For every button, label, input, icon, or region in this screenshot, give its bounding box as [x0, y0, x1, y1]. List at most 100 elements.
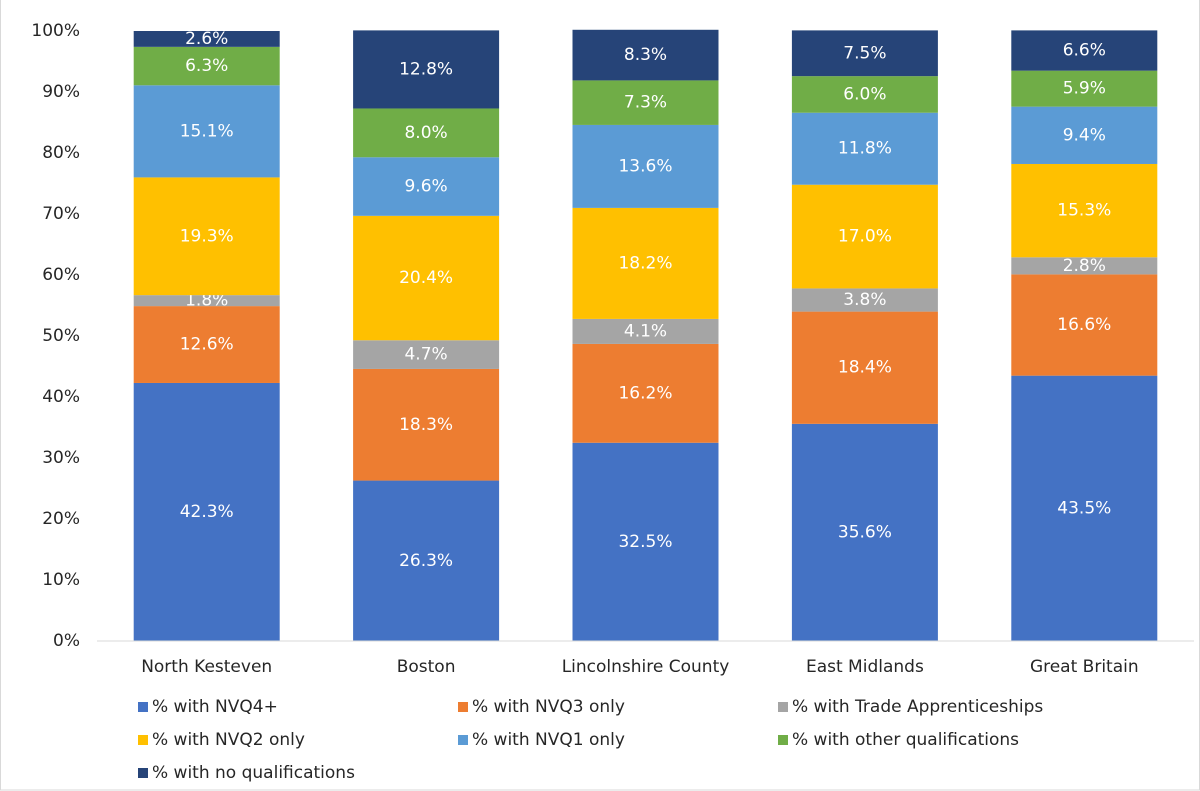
bar-segment — [353, 157, 500, 216]
y-tick-label: 0% — [53, 631, 80, 651]
bar-segment — [1011, 375, 1158, 641]
bar-segment — [133, 31, 280, 47]
y-tick-label: 100% — [31, 21, 80, 41]
value-label: 4.1% — [624, 321, 667, 341]
bar-segment — [572, 124, 719, 208]
legend-swatch — [138, 768, 148, 778]
legend-label: % with other qualifications — [792, 730, 1019, 750]
value-label: 9.6% — [404, 177, 447, 197]
bar-segment — [791, 112, 938, 185]
x-tick-label: North Kesteven — [141, 657, 272, 677]
bar-segment — [572, 207, 719, 319]
bar-segment — [133, 85, 280, 178]
legend-label: % with NVQ3 only — [472, 697, 625, 717]
bar-segment — [133, 46, 280, 86]
value-label: 16.2% — [618, 383, 672, 403]
legend-label: % with NVQ1 only — [472, 730, 625, 750]
y-tick-label: 60% — [42, 265, 80, 285]
value-label: 2.8% — [1063, 256, 1106, 276]
bar-segment — [353, 368, 500, 481]
value-label: 4.7% — [404, 345, 447, 365]
bar-segment — [1011, 70, 1158, 107]
value-label: 7.5% — [843, 43, 886, 63]
y-tick-label: 70% — [42, 204, 80, 224]
legend-swatch — [138, 702, 148, 712]
bar-segment — [791, 76, 938, 113]
value-label: 6.3% — [185, 56, 228, 76]
value-label: 7.3% — [624, 93, 667, 113]
x-tick-label: Boston — [397, 657, 456, 677]
y-tick-label: 10% — [42, 570, 80, 590]
value-label: 12.6% — [180, 335, 234, 355]
value-label: 15.1% — [180, 121, 234, 141]
value-label: 18.4% — [838, 358, 892, 378]
x-tick-label: East Midlands — [806, 657, 924, 677]
bar-segment — [133, 295, 280, 307]
bar-segment — [133, 177, 280, 296]
legend-swatch — [458, 735, 468, 745]
bar-segment — [791, 184, 938, 289]
bar-segment — [791, 311, 938, 424]
y-tick-label: 20% — [42, 509, 80, 529]
bar-segment — [353, 480, 500, 641]
legend-label: % with Trade Apprenticeships — [792, 697, 1043, 717]
bar-segment — [791, 288, 938, 312]
value-label: 2.6% — [185, 29, 228, 49]
value-label: 18.3% — [399, 415, 453, 435]
bar-segment — [572, 343, 719, 443]
value-label: 18.2% — [618, 253, 672, 273]
bar-segment — [572, 80, 719, 125]
legend-label: % with no qualifications — [152, 763, 355, 783]
bar-segment — [791, 423, 938, 641]
value-label: 17.0% — [838, 227, 892, 247]
bar-segment — [133, 382, 280, 641]
legend-swatch — [778, 702, 788, 712]
bar-segment — [1011, 30, 1158, 71]
value-label: 16.6% — [1057, 315, 1111, 335]
bar-segment — [572, 318, 719, 344]
y-tick-label: 90% — [42, 82, 80, 102]
value-label: 15.3% — [1057, 201, 1111, 221]
value-label: 13.6% — [618, 156, 672, 176]
value-label: 3.8% — [843, 290, 886, 310]
value-label: 9.4% — [1063, 125, 1106, 145]
legend-swatch — [778, 735, 788, 745]
bar-segment — [1011, 257, 1158, 275]
bar-segment — [353, 30, 500, 109]
legend-label: % with NVQ4+ — [152, 697, 278, 717]
legend-label: % with NVQ2 only — [152, 730, 305, 750]
value-label: 35.6% — [838, 522, 892, 542]
x-tick-label: Great Britain — [1030, 657, 1139, 677]
bar-segment — [353, 108, 500, 158]
legend-swatch — [138, 735, 148, 745]
bar-segment — [791, 30, 938, 77]
value-label: 8.0% — [404, 123, 447, 143]
value-label: 11.8% — [838, 139, 892, 159]
bar-segment — [1011, 163, 1158, 258]
value-label: 32.5% — [618, 532, 672, 552]
y-tick-label: 40% — [42, 387, 80, 407]
legend-swatch — [458, 702, 468, 712]
bar-segment — [1011, 106, 1158, 164]
value-label: 42.3% — [180, 502, 234, 522]
value-label: 6.0% — [843, 84, 886, 104]
value-label: 1.8% — [185, 291, 228, 311]
x-tick-label: Lincolnshire County — [562, 657, 730, 677]
y-tick-label: 80% — [42, 143, 80, 163]
bar-segment — [353, 215, 500, 341]
value-label: 19.3% — [180, 226, 234, 246]
bar-segment — [572, 29, 719, 81]
value-label: 43.5% — [1057, 498, 1111, 518]
bar-segment — [1011, 274, 1158, 376]
bar-segment — [133, 306, 280, 383]
y-tick-label: 50% — [42, 326, 80, 346]
bar-segment — [572, 442, 719, 641]
bar-segment — [353, 340, 500, 369]
value-label: 12.8% — [399, 59, 453, 79]
value-label: 8.3% — [624, 45, 667, 65]
value-label: 26.3% — [399, 551, 453, 571]
y-tick-label: 30% — [42, 448, 80, 468]
value-label: 6.6% — [1063, 41, 1106, 61]
value-label: 5.9% — [1063, 79, 1106, 99]
